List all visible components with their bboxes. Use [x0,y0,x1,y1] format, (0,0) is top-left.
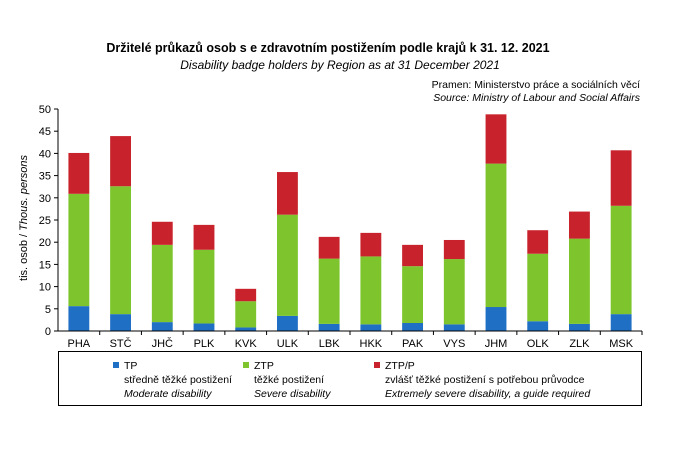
y-tick-label: 30 [39,193,51,205]
legend-item-ztpp: ZTP/P zvlášť těžké postižení s potřebou … [374,360,591,400]
x-tick-label: LBK [319,338,340,350]
x-tick-label: PAK [402,338,424,350]
bar-segment-ztp [193,249,215,324]
x-tick-label: ZLK [569,338,590,350]
legend-desc-tp-en: Moderate disability [124,388,212,400]
bar-segment-tp [151,322,173,331]
bars [68,114,632,331]
bar-segment-ztpp [443,239,465,260]
bar-segment-tp [277,315,298,331]
y-axis-label: tis. osob / Thous. persons [18,155,30,281]
x-tick-label: OLK [527,338,550,350]
y-axis-label-en: Thous. persons [18,155,30,231]
bar-segment-tp [443,324,465,331]
bar-segment-ztp [151,244,173,323]
bar-segment-ztp [402,266,423,324]
y-tick-label: 25 [39,215,51,227]
legend-label-tp: TP [124,360,137,372]
bar-segment-ztpp [527,230,549,254]
legend-desc-ztp-cz: těžké postižení [254,374,324,386]
bar-segment-ztp [68,193,90,307]
bar-segment-ztpp [68,152,90,194]
x-tick-label: JHM [485,338,508,350]
bar-segment-tp [485,307,507,331]
legend-label-ztp: ZTP [254,360,274,372]
y-tick-label: 10 [39,282,51,294]
bar-segment-ztpp [235,288,257,302]
chart-subtitle: Disability badge holders by Region as at… [180,58,500,72]
x-tick-label: KVK [235,338,258,350]
bar-segment-tp [360,324,382,331]
bar-segment-ztpp [110,136,131,187]
bar-segment-ztp [360,256,382,325]
legend-desc-tp-cz: středně těžké postižení [124,374,232,386]
y-tick-label: 20 [39,237,51,249]
legend-desc-ztp-en: Severe disability [254,388,331,400]
bar-segment-ztp [443,259,465,325]
x-tick-label: JHČ [152,337,173,350]
x-tick-label: MSK [609,338,634,350]
bar-segment-ztpp [151,221,173,245]
bar-segment-tp [402,323,423,331]
legend-label-ztpp: ZTP/P [385,360,415,372]
bar-segment-tp [193,323,215,331]
bar-segment-ztp [527,253,549,322]
title-block: Držitelé průkazů osob s e zdravotním pos… [106,41,640,104]
bar-segment-tp [110,314,131,331]
x-tick-label: HKK [360,338,383,350]
bar-segment-tp [68,306,90,331]
bar-segment-ztp [610,205,632,315]
bar-segment-ztpp [360,232,382,257]
bar-segment-ztpp [610,150,632,206]
bar-segment-tp [569,323,590,331]
x-tick-label: VYS [443,338,465,350]
y-tick-label: 0 [45,326,51,338]
bar-segment-ztpp [402,244,423,267]
legend-desc-ztpp-en: Extremely severe disability, a guide req… [385,388,591,400]
legend: TP středně těžké postižení Moderate disa… [58,351,642,406]
bar-segment-ztp [235,301,257,328]
x-tick-label: PLK [194,338,215,350]
bar-segment-tp [235,327,257,331]
y-tick-label: 45 [39,126,51,138]
x-axis: PHA STČ JHČ PLK KVK ULK LBK HKK PAK VYS JHM OLK ZLK M… [68,331,643,350]
legend-item-ztp: ZTP těžké postižení Severe disability [243,360,331,400]
y-tick-label: 5 [45,304,51,316]
bar-segment-tp [610,314,632,331]
legend-frame [58,351,642,406]
bar-segment-ztp [110,186,131,315]
legend-swatch-ztp [243,362,249,368]
legend-item-tp: TP středně těžké postižení Moderate disa… [113,360,232,400]
bar-segment-ztpp [193,224,215,250]
y-tick-label: 40 [39,148,51,160]
bar-segment-tp [527,321,549,331]
source-cz: Pramen: Ministerstvo práce a sociálních … [432,79,640,91]
legend-swatch-ztpp [374,362,380,368]
bar-segment-ztp [485,163,507,308]
bar-segment-ztp [569,238,590,324]
bar-segment-ztpp [277,172,298,215]
bar-segment-ztpp [318,236,340,259]
y-tick-label: 50 [39,104,51,116]
x-tick-label: ULK [277,338,299,350]
y-axis: 0 5 10 15 20 25 30 35 40 45 50 [39,104,58,338]
legend-swatch-tp [113,362,119,368]
y-axis-label-cz: tis. osob / [18,231,30,281]
bar-segment-ztpp [569,211,590,239]
chart-title: Držitelé průkazů osob s e zdravotním pos… [106,41,549,55]
x-tick-label: PHA [68,338,91,350]
bar-segment-ztp [277,214,298,316]
y-tick-label: 15 [39,259,51,271]
bar-segment-tp [318,323,340,331]
source-en: Source: Ministry of Labour and Social Af… [433,92,641,104]
legend-desc-ztpp-cz: zvlášť těžké postižení s potřebou průvod… [385,374,585,386]
bar-segment-ztpp [485,114,507,164]
y-tick-label: 35 [39,171,51,183]
x-tick-label: STČ [110,337,132,350]
bar-segment-ztp [318,258,340,324]
